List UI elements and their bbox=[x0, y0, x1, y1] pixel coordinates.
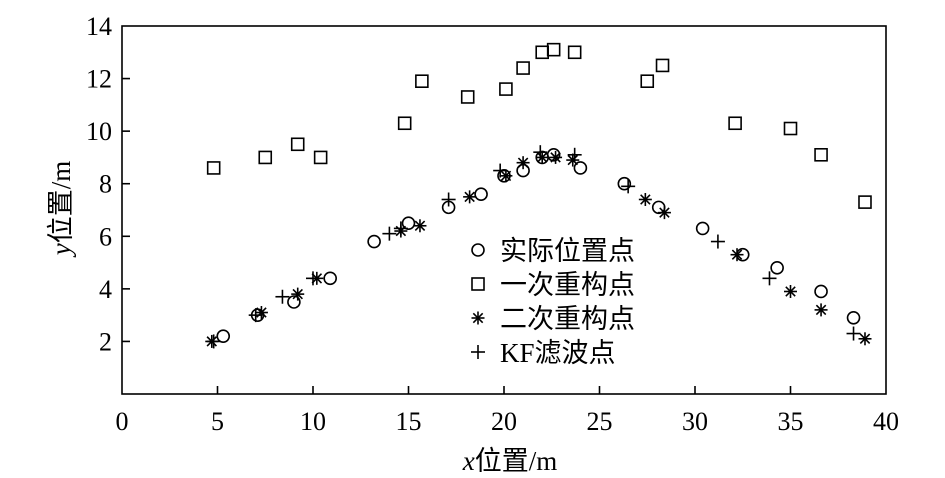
actual-point bbox=[617, 176, 632, 191]
x-axis-ticks: 0 5 10 15 20 25 30 35 40 bbox=[116, 386, 899, 436]
kf-filter-point bbox=[567, 147, 582, 162]
x-tick-label: 25 bbox=[587, 407, 613, 436]
first-reconstruction-point bbox=[535, 45, 550, 60]
kf-filter-point bbox=[846, 326, 861, 341]
actual-point bbox=[323, 271, 337, 286]
second-reconstruction-point bbox=[657, 206, 671, 220]
first-reconstruction-point bbox=[546, 42, 561, 57]
y-tick-label: 12 bbox=[86, 65, 112, 94]
kf-filter-point bbox=[393, 221, 408, 236]
second-reconstruction-point bbox=[566, 153, 580, 167]
data-marks bbox=[205, 42, 872, 349]
first-reconstruction-point bbox=[499, 82, 513, 96]
actual-point bbox=[695, 221, 710, 236]
first-reconstruction-point bbox=[415, 74, 429, 88]
second-reconstruction-point bbox=[413, 219, 427, 233]
second-reconstruction-point bbox=[638, 192, 652, 206]
series-first-reconstruction-point bbox=[206, 42, 872, 209]
kf-filter-point bbox=[306, 271, 320, 286]
kf-filter-point bbox=[275, 289, 290, 304]
first-reconstruction-point bbox=[397, 116, 412, 131]
second-reconstruction-point bbox=[499, 169, 513, 183]
legend-label: KF滤波点 bbox=[500, 338, 616, 368]
y-axis-label: y位置/m bbox=[46, 161, 76, 259]
first-reconstruction-point bbox=[313, 150, 328, 165]
legend-symbol-kf-filter-point bbox=[471, 345, 485, 359]
x-tick-label: 15 bbox=[396, 407, 422, 436]
y-tick-label: 4 bbox=[99, 275, 112, 304]
series-kf-filter-point bbox=[206, 145, 861, 349]
first-reconstruction-point bbox=[258, 150, 273, 165]
second-reconstruction-point bbox=[858, 332, 872, 346]
y-tick-label: 6 bbox=[99, 222, 112, 251]
kf-filter-point bbox=[248, 308, 263, 323]
x-tick-label: 40 bbox=[873, 407, 899, 436]
x-tick-label: 30 bbox=[682, 407, 708, 436]
first-reconstruction-point bbox=[728, 116, 742, 131]
kf-filter-point bbox=[382, 226, 397, 241]
kf-filter-point bbox=[493, 163, 508, 178]
legend-item: 实际位置点 bbox=[471, 236, 635, 266]
legend-item: 一次重构点 bbox=[471, 270, 635, 300]
legend-symbol-first-reconstruction-point bbox=[471, 277, 485, 291]
second-reconstruction-point bbox=[254, 306, 268, 320]
actual-point bbox=[401, 216, 416, 230]
kf-filter-point bbox=[206, 334, 221, 349]
legend-label: 二次重构点 bbox=[500, 304, 635, 334]
x-tick-label: 5 bbox=[211, 407, 224, 436]
first-reconstruction-point bbox=[655, 58, 670, 73]
kf-filter-point bbox=[533, 145, 548, 160]
actual-point bbox=[814, 284, 828, 299]
actual-point bbox=[474, 187, 488, 202]
actual-point bbox=[216, 329, 231, 343]
x-tick-label: 10 bbox=[300, 407, 326, 436]
legend-symbol-second-reconstruction-point bbox=[471, 311, 485, 325]
second-reconstruction-point bbox=[730, 248, 744, 262]
y-tick-label: 10 bbox=[86, 117, 112, 146]
actual-point bbox=[367, 234, 381, 249]
first-reconstruction-point bbox=[640, 74, 655, 88]
x-axis-label: x位置/m bbox=[462, 446, 558, 476]
actual-point bbox=[846, 310, 861, 325]
first-reconstruction-point bbox=[290, 137, 305, 152]
first-reconstruction-point bbox=[567, 45, 582, 60]
first-reconstruction-point bbox=[516, 61, 530, 75]
second-reconstruction-point bbox=[814, 303, 828, 317]
actual-point bbox=[546, 148, 561, 162]
second-reconstruction-point bbox=[535, 150, 549, 164]
kf-filter-point bbox=[762, 271, 777, 286]
first-reconstruction-point bbox=[814, 148, 828, 162]
y-tick-label: 8 bbox=[99, 170, 112, 199]
second-reconstruction-point bbox=[291, 287, 305, 301]
second-reconstruction-point bbox=[549, 150, 563, 164]
legend-label: 一次重构点 bbox=[500, 270, 635, 300]
actual-point bbox=[573, 161, 588, 175]
x-tick-label: 0 bbox=[116, 407, 129, 436]
first-reconstruction-point bbox=[858, 195, 872, 209]
y-tick-label: 2 bbox=[99, 327, 112, 356]
second-reconstruction-point bbox=[463, 190, 477, 204]
legend-item: 二次重构点 bbox=[471, 304, 635, 334]
actual-point bbox=[287, 295, 301, 309]
first-reconstruction-point bbox=[460, 90, 475, 104]
x-tick-label: 35 bbox=[778, 407, 804, 436]
kf-filter-point bbox=[621, 179, 636, 194]
first-reconstruction-point bbox=[783, 121, 798, 136]
second-reconstruction-point bbox=[784, 284, 797, 298]
legend-item: KF滤波点 bbox=[471, 338, 616, 368]
y-tick-label: 14 bbox=[86, 12, 112, 41]
x-tick-label: 20 bbox=[491, 407, 517, 436]
y-axis-ticks: 2 4 6 8 10 12 14 bbox=[86, 12, 130, 356]
kf-filter-point bbox=[441, 192, 456, 207]
first-reconstruction-point bbox=[206, 161, 221, 175]
actual-point bbox=[770, 261, 784, 275]
legend-label: 实际位置点 bbox=[500, 236, 635, 266]
kf-filter-point bbox=[710, 234, 725, 249]
legend-symbol-actual-point bbox=[471, 243, 485, 257]
second-reconstruction-point bbox=[516, 156, 530, 170]
